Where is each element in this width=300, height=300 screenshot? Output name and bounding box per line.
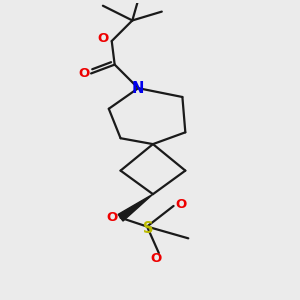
Text: O: O [78,67,89,80]
Text: O: O [106,211,117,224]
Text: O: O [150,252,161,266]
Text: O: O [97,32,109,45]
Polygon shape [118,194,153,221]
Text: O: O [175,198,187,211]
Text: S: S [143,220,154,236]
Text: N: N [132,81,144,96]
